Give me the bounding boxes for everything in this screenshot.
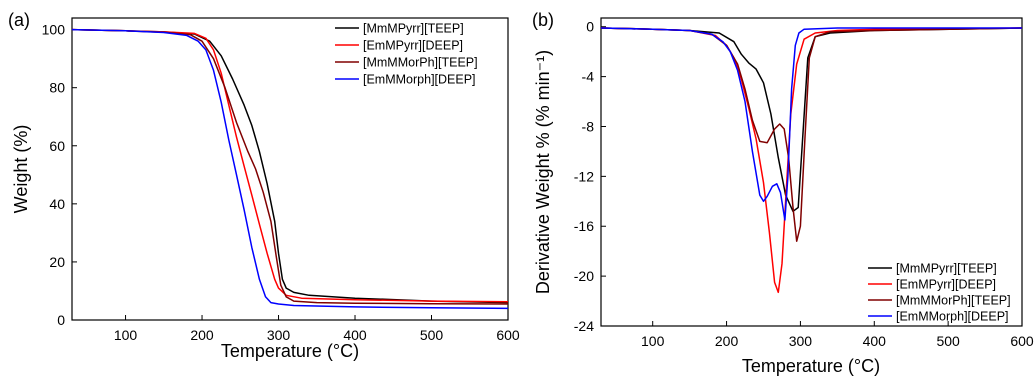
- plot-a-y-axis-title: Weight (%): [11, 125, 31, 214]
- x-tick-label: 300: [789, 333, 813, 349]
- x-tick-label: 400: [863, 333, 887, 349]
- series-line: [71, 28, 509, 304]
- panel-b: (b) 100 200 300 400 500 6000-4-8-12-16-20-24 …: [532, 10, 1034, 376]
- legend-label: [MmMPyrr][TEEP]: [896, 262, 997, 276]
- x-tick-label: 400: [343, 327, 367, 343]
- legend-label: [MmMMorPh][TEEP]: [363, 56, 478, 70]
- y-tick-label: 40: [49, 196, 65, 212]
- plot-b-frame: [600, 17, 1023, 327]
- plot-a-x-axis-title: Temperature (°C): [221, 341, 359, 361]
- y-tick-label: 0: [586, 19, 594, 35]
- plot-b-legend: [MmMPyrr][TEEP] [EmMPyrr][DEEP] [MmMMorPh]…: [868, 262, 1011, 324]
- panel-a: (a) 100 200 300 400 500 600 0 20 40 60 80 100 Tempe…: [8, 10, 520, 361]
- plot-a-legend: [MmMPyrr][TEEP] [EmMPyrr][DEEP] [MmMMorPh]…: [335, 22, 478, 87]
- x-tick-label: 500: [936, 333, 960, 349]
- x-tick-label: 600: [1010, 333, 1034, 349]
- legend-label: [EmMMorph][DEEP]: [363, 73, 476, 87]
- series-line: [600, 27, 1023, 294]
- legend-label: [EmMPyrr][DEEP]: [896, 278, 996, 292]
- x-tick-label: 500: [420, 327, 444, 343]
- y-tick-label: 0: [57, 312, 65, 328]
- y-tick-label: 20: [49, 254, 65, 270]
- x-tick-label: 100: [114, 327, 138, 343]
- series-line: [71, 28, 509, 310]
- panel-a-label: (a): [8, 10, 30, 30]
- plot-b-x-axis-title: Temperature (°C): [742, 356, 880, 376]
- plot-b-curves: [600, 27, 1023, 294]
- plot-a-frame: [71, 17, 509, 321]
- legend-label: [EmMPyrr][DEEP]: [363, 39, 463, 53]
- series-line: [71, 28, 509, 303]
- y-tick-label: -16: [574, 218, 594, 234]
- series-line: [600, 27, 1023, 213]
- x-tick-label: 200: [190, 327, 214, 343]
- panel-b-label: (b): [532, 10, 554, 30]
- y-tick-label: 100: [42, 22, 66, 38]
- y-tick-label: -8: [582, 118, 595, 134]
- plot-b-y-axis-title: Derivative Weight % (% min⁻¹): [533, 50, 553, 294]
- y-tick-label: -4: [582, 69, 595, 85]
- legend-label: [MmMMorPh][TEEP]: [896, 294, 1011, 308]
- series-line: [600, 27, 1022, 221]
- x-tick-label: 100: [641, 333, 665, 349]
- y-tick-label: -12: [574, 168, 594, 184]
- legend-label: [MmMPyrr][TEEP]: [363, 22, 464, 36]
- plot-b-ticks: 100 200 300 400 500 600 0 -4 -8 -12 -16 -20 -24: [574, 19, 1034, 349]
- y-tick-label: -24: [574, 318, 594, 334]
- x-tick-label: 300: [267, 327, 291, 343]
- x-tick-label: 600: [496, 327, 520, 343]
- y-tick-label: 80: [49, 80, 65, 96]
- legend-label: [EmMMorph][DEEP]: [896, 310, 1009, 324]
- plot-a-curves: [71, 28, 509, 310]
- x-tick-label: 200: [715, 333, 739, 349]
- plot-a-ticks: 100 200 300 400 500 600 0 20 40 60 80 100: [42, 22, 520, 343]
- series-line: [600, 27, 1023, 242]
- y-tick-label: -20: [574, 268, 594, 284]
- y-tick-label: 60: [49, 138, 65, 154]
- series-line: [71, 28, 509, 305]
